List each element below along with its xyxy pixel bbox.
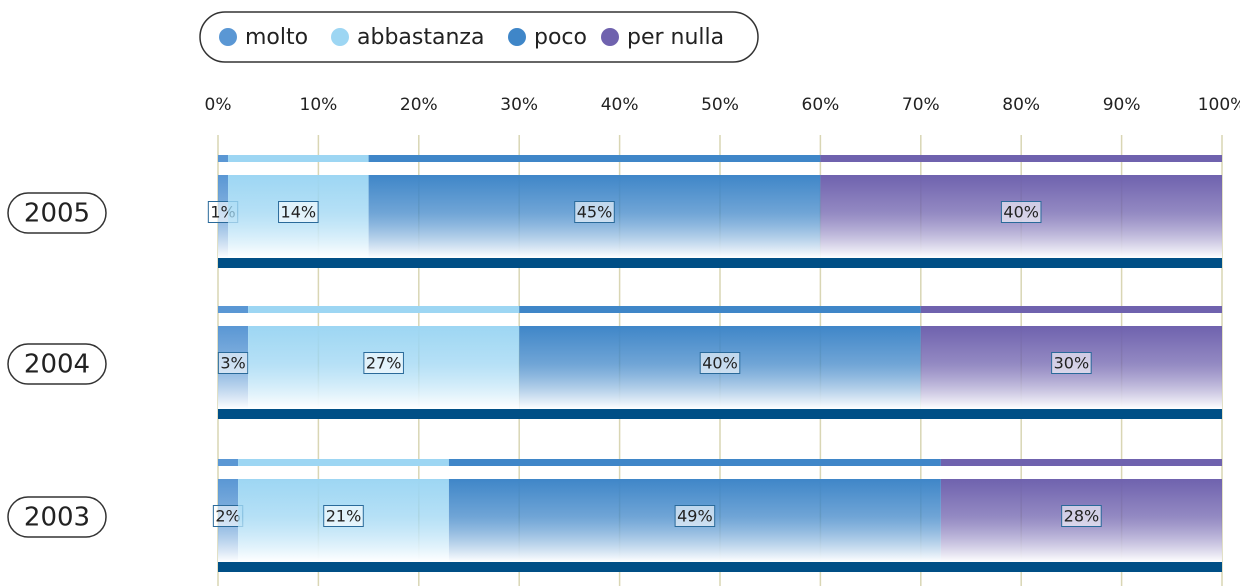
data-label-box (363, 352, 404, 374)
x-tick-label: 50% (701, 95, 739, 115)
bar-stripe (248, 306, 520, 313)
legend-label: abbastanza (357, 25, 484, 50)
data-label: 3% (220, 354, 245, 373)
data-label-box (217, 352, 249, 374)
data-label: 49% (677, 507, 713, 526)
bar-stripe (940, 459, 1222, 466)
bar-stripe (820, 155, 1222, 162)
data-label-box (699, 352, 741, 374)
x-tick-label: 70% (902, 95, 940, 115)
data-label: 27% (366, 354, 402, 373)
category-pill (7, 192, 107, 234)
bar-base (218, 562, 1222, 572)
y-tick-label: 2004 (24, 350, 90, 380)
x-tick-label: 90% (1103, 95, 1141, 115)
legend-label: poco (534, 25, 587, 50)
data-label: 45% (577, 203, 613, 222)
bar-stripe (218, 459, 239, 466)
x-tick-label: 30% (500, 95, 538, 115)
bar-stripe (218, 155, 229, 162)
legend-marker (219, 28, 237, 46)
legend-label: molto (245, 25, 308, 50)
data-label: 2% (215, 507, 240, 526)
x-tick-label: 80% (1002, 95, 1040, 115)
bar-base (218, 409, 1222, 419)
category-pill (7, 343, 107, 385)
legend-box (199, 11, 759, 63)
data-label-box (323, 505, 364, 527)
bar-stripe (368, 155, 821, 162)
x-tick-label: 60% (802, 95, 840, 115)
data-label: 40% (1003, 203, 1039, 222)
data-label: 28% (1064, 507, 1100, 526)
data-label: 21% (326, 507, 362, 526)
x-tick-label: 40% (601, 95, 639, 115)
bar-stripe (218, 306, 249, 313)
y-tick-label: 2005 (24, 199, 90, 229)
legend-marker (601, 28, 619, 46)
data-label-box (674, 505, 716, 527)
x-tick-label: 10% (300, 95, 338, 115)
data-label-box (1051, 352, 1092, 374)
x-tick-label: 0% (205, 95, 232, 115)
bar-stripe (920, 306, 1222, 313)
x-tick-label: 20% (400, 95, 438, 115)
data-label: 30% (1054, 354, 1090, 373)
category-pill (7, 496, 107, 538)
bar-stripe (448, 459, 941, 466)
legend-label: per nulla (627, 25, 724, 50)
x-tick-label: 100% (1198, 95, 1240, 115)
legend-marker (508, 28, 526, 46)
data-label-box (278, 201, 319, 223)
bar-base (218, 258, 1222, 268)
bar-stripe (228, 155, 369, 162)
data-label-box (1000, 201, 1042, 223)
legend-marker (331, 28, 349, 46)
bar-stripe (519, 306, 921, 313)
data-label-box (1061, 505, 1102, 527)
data-label-box (574, 201, 615, 223)
data-label: 40% (702, 354, 738, 373)
data-label: 14% (281, 203, 317, 222)
bar-stripe (238, 459, 449, 466)
y-tick-label: 2003 (24, 503, 90, 533)
